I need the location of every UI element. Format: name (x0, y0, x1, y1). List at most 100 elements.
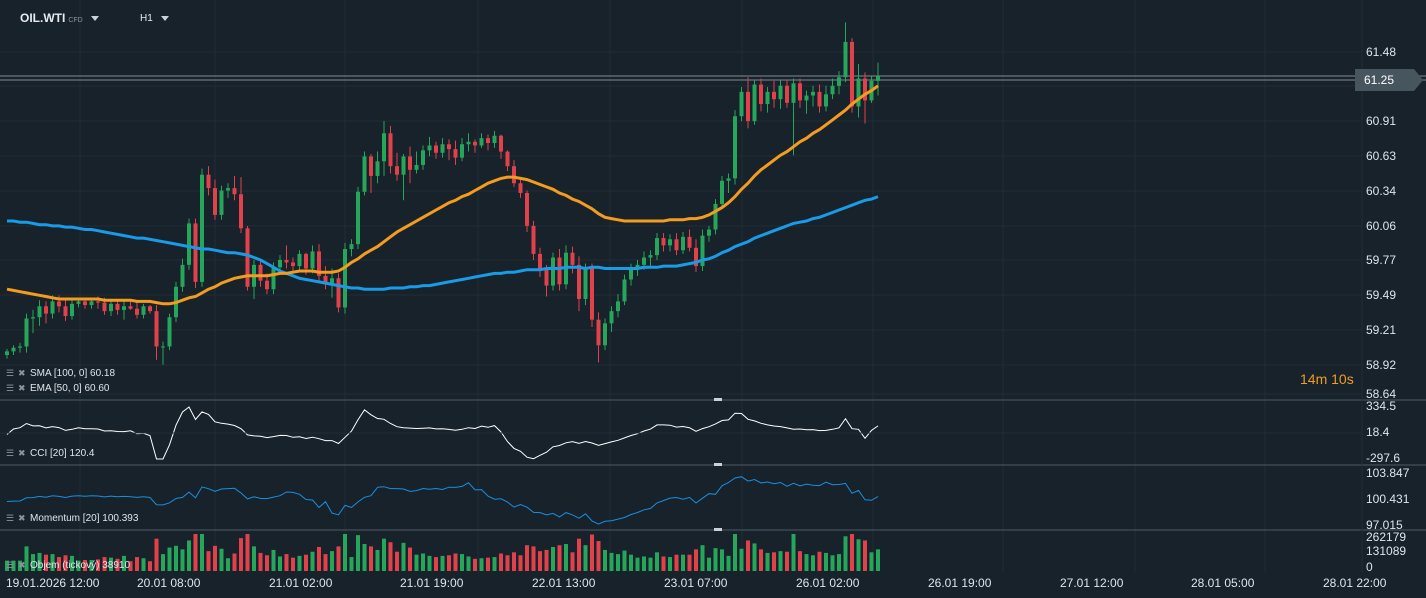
candle-body (115, 303, 120, 310)
close-icon[interactable]: ✖ (18, 368, 26, 378)
candle-body (863, 78, 867, 101)
volume-bar (102, 557, 107, 571)
volume-bar (219, 548, 224, 571)
price-tick-label: 58.64 (1366, 387, 1396, 401)
candle-body (24, 318, 29, 347)
candle-body (707, 229, 711, 236)
symbol-name: OIL.WTI (20, 11, 66, 25)
candle-body (778, 85, 783, 100)
candle-body (434, 145, 438, 153)
cci-tick-label: 18.4 (1366, 425, 1390, 439)
candle-body (128, 306, 133, 309)
close-icon[interactable]: ✖ (18, 560, 26, 570)
close-icon[interactable]: ✖ (18, 383, 26, 393)
volume-bar (349, 557, 354, 571)
volume-bar (505, 555, 510, 571)
candle-body (726, 178, 731, 181)
volume-label: Objem (tickový) 38910 (30, 560, 131, 571)
volume-bar (525, 545, 529, 571)
candle-body (713, 203, 718, 230)
settings-icon[interactable]: ☰ (6, 448, 15, 458)
volume-bar (401, 542, 406, 571)
candle-body (11, 347, 16, 352)
timeframe-selector[interactable]: H1 (140, 13, 169, 24)
symbol-selector[interactable]: OIL.WTI CFD (20, 11, 99, 25)
pane-resize-handle (714, 398, 722, 401)
candle-body (375, 161, 380, 176)
volume-bar (720, 549, 724, 571)
candle-body (635, 264, 640, 269)
candle-body (89, 301, 94, 306)
settings-icon[interactable]: ☰ (6, 513, 15, 523)
volume-bar (63, 555, 68, 571)
cci-tick-label: 334.5 (1366, 399, 1396, 413)
momentum-legend[interactable]: ☰ ✖ Momentum [20] 100.393 (6, 513, 138, 524)
candle-body (700, 235, 705, 267)
candle-body (791, 83, 796, 103)
settings-icon[interactable]: ☰ (6, 383, 15, 393)
volume-bar (271, 549, 276, 571)
candle-body (83, 301, 87, 306)
volume-bar (115, 558, 120, 571)
volume-bar (278, 556, 282, 571)
candle-body (200, 174, 204, 282)
ema-label: EMA [50, 0] 60.60 (30, 383, 110, 394)
candle-body (395, 166, 399, 175)
volume-bar (850, 534, 854, 571)
candle-body (122, 306, 126, 310)
momentum-label: Momentum [20] 100.393 (30, 513, 139, 524)
volume-bar (655, 552, 659, 571)
candle-body (323, 275, 328, 284)
sma-legend[interactable]: ☰ ✖ SMA [100, 0] 60.18 (6, 368, 115, 379)
candle-body (759, 84, 763, 105)
sma-line (7, 195, 879, 291)
candle-body (811, 91, 815, 96)
settings-icon[interactable]: ☰ (6, 560, 15, 570)
volume-legend[interactable]: ☰ ✖ Objem (tickový) 38910 (6, 560, 130, 571)
candle-body (258, 264, 263, 281)
volume-bar (746, 540, 750, 571)
volume-bar (700, 545, 705, 571)
candle-body (850, 41, 854, 107)
ema-legend[interactable]: ☰ ✖ EMA [50, 0] 60.60 (6, 383, 110, 394)
volume-bar (492, 557, 497, 571)
candle-body (668, 239, 672, 246)
volume-bar (323, 554, 328, 571)
candle-body (271, 267, 276, 290)
volume-bar (824, 552, 828, 571)
volume-bar (206, 551, 211, 571)
volume-bar (778, 551, 783, 571)
volume-bar (18, 560, 22, 571)
chevron-down-icon (90, 16, 99, 22)
close-icon[interactable]: ✖ (18, 513, 26, 523)
candle-body (843, 41, 848, 78)
candle-body (245, 228, 250, 287)
candle-body (213, 188, 217, 215)
volume-bar (830, 555, 835, 571)
volume-bar (596, 541, 601, 571)
candle-body (70, 303, 74, 317)
candle-body (486, 138, 490, 144)
candle-body (232, 188, 237, 195)
volume-bar (356, 535, 360, 571)
volume-bar (239, 538, 243, 571)
cci-legend[interactable]: ☰ ✖ CCI [20] 120.4 (6, 448, 94, 459)
candle-body (180, 264, 185, 287)
volume-bar (109, 557, 113, 571)
volume-bar (863, 540, 867, 571)
settings-icon[interactable]: ☰ (6, 368, 15, 378)
candle-body (336, 278, 341, 308)
volume-bar (187, 540, 191, 571)
candle-body (466, 141, 471, 145)
candle-body (291, 262, 295, 267)
volume-bar (466, 556, 471, 571)
candle-body (440, 144, 445, 153)
symbol-suffix: CFD (68, 17, 83, 24)
candle-body (538, 253, 542, 270)
candle-body (837, 77, 841, 86)
volume-bar (128, 561, 133, 571)
close-icon[interactable]: ✖ (18, 448, 26, 458)
volume-bar (674, 554, 679, 571)
candle-body (525, 192, 529, 226)
